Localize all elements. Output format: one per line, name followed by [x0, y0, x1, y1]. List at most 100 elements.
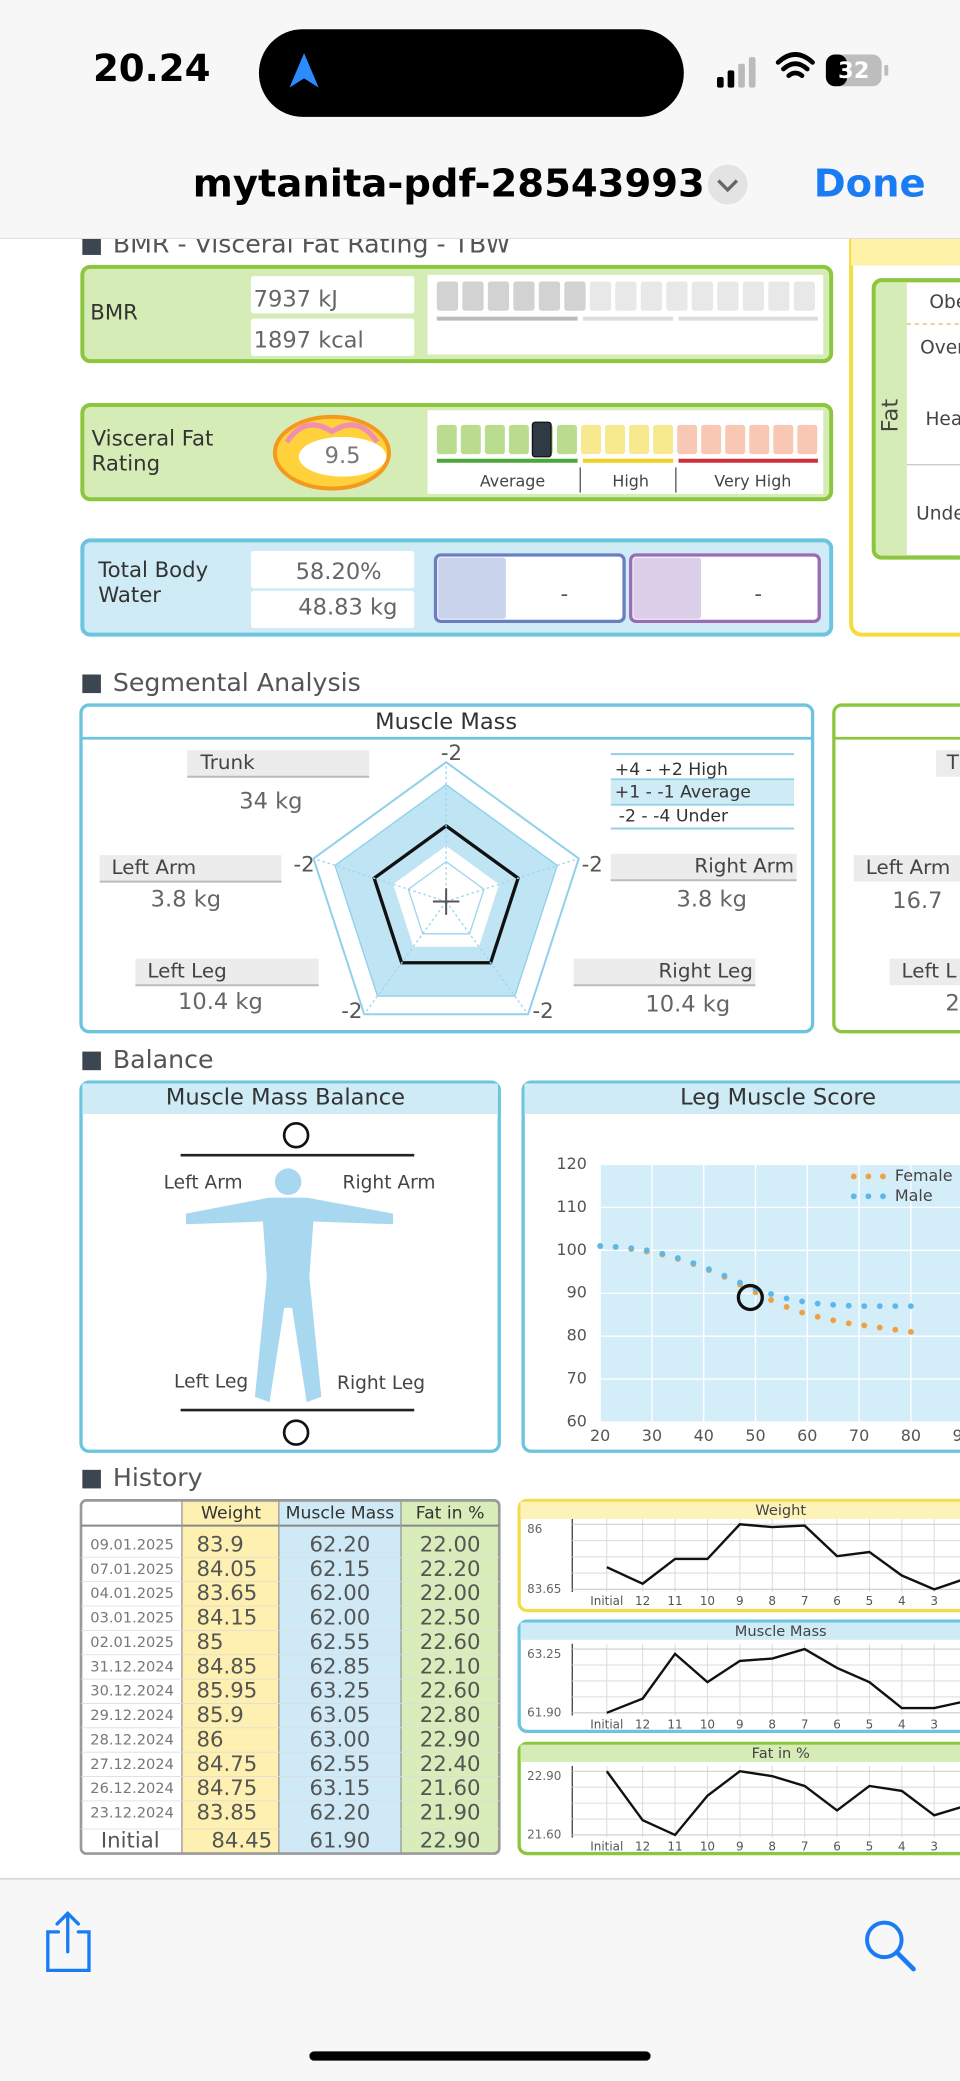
scale-cell [768, 281, 790, 311]
segment-label-bg [853, 855, 960, 882]
visceral-icon-arc [284, 422, 380, 444]
history-line [606, 1523, 960, 1591]
score-dot [643, 1247, 650, 1254]
x-tick-label: 90 [953, 1426, 960, 1445]
x-tick-label: 3 [930, 1839, 938, 1853]
fat-cell: 22.00 [420, 1533, 481, 1558]
figure-head [274, 1168, 302, 1195]
segment-label-bg [889, 958, 960, 986]
home-indicator [309, 2051, 651, 2061]
y-tick-label: 61.90 [527, 1705, 561, 1719]
section-title: Balance [113, 1045, 214, 1074]
segment-value: 3.8 kg [676, 887, 746, 913]
row-date: 07.01.2025 [90, 1561, 174, 1578]
limb-label: Left Arm [164, 1173, 243, 1194]
score-dot [892, 1303, 899, 1310]
muscle-cell: 62.00 [310, 1606, 371, 1631]
score-dot [845, 1320, 852, 1327]
score-dot [814, 1300, 821, 1307]
chart-title: Muscle Mass [735, 1623, 827, 1640]
scale-cell [629, 424, 650, 455]
x-tick-label: 10 [700, 1594, 715, 1608]
muscle-cell: 62.55 [310, 1630, 371, 1655]
score-dot [907, 1303, 914, 1310]
weight-cell: 84.85 [197, 1654, 258, 1679]
muscle-cell: 62.20 [310, 1533, 371, 1558]
weight-cell: 83.65 [197, 1581, 258, 1606]
x-tick-label: Initial [590, 1717, 623, 1731]
fat-cell: 22.20 [420, 1557, 481, 1582]
score-dot [876, 1324, 883, 1331]
share-button[interactable] [46, 1910, 91, 1973]
label: Water [98, 583, 161, 608]
x-tick-label: 8 [768, 1717, 776, 1731]
y-tick-label: 90 [567, 1283, 587, 1302]
x-tick-label: 3 [930, 1717, 938, 1731]
scale-cell [487, 281, 510, 311]
x-tick-label: 5 [866, 1594, 874, 1608]
legend-text: +1 - -1 Average [615, 783, 751, 803]
tracking-fill [633, 557, 702, 619]
x-tick-label: 4 [898, 1594, 906, 1608]
label: Over [920, 337, 960, 358]
score-dot [861, 1303, 868, 1310]
y-tick-label: 120 [556, 1154, 586, 1173]
score-dot [768, 1297, 774, 1304]
scale-cell [742, 281, 765, 311]
x-tick-label: 80 [901, 1426, 921, 1445]
x-tick-label: 30 [642, 1426, 662, 1445]
radar-spoke [445, 857, 579, 903]
fat-cell: 22.00 [420, 1581, 481, 1606]
scale-cell [640, 281, 663, 311]
label: BMR [90, 300, 138, 325]
figure-body [185, 1197, 394, 1403]
section-marker [82, 238, 101, 255]
legend-dot [865, 1173, 872, 1180]
scale-cell [484, 424, 505, 455]
scale-label: Very High [714, 471, 791, 490]
label: 7937 kJ [254, 287, 338, 313]
signal-bar [748, 57, 756, 88]
search-button[interactable] [865, 1920, 916, 1972]
muscle-cell: 62.20 [310, 1801, 371, 1826]
title-bar [524, 1083, 960, 1114]
row-date: 23.12.2024 [90, 1805, 174, 1822]
row-date: 28.12.2024 [90, 1731, 174, 1748]
scale-cell [677, 424, 698, 455]
time: 20.24 [93, 46, 211, 90]
fat-cell: 22.90 [420, 1727, 481, 1752]
col-muscle [278, 1500, 401, 1854]
score-dot [830, 1317, 837, 1324]
scale-cell [513, 281, 535, 311]
fat-cell: 22.60 [420, 1679, 481, 1704]
scale-cell [749, 424, 770, 455]
muscle-cell: 62.00 [310, 1581, 371, 1606]
x-tick-label: 20 [590, 1426, 610, 1445]
panel-title: Muscle Mass [375, 709, 517, 735]
label: - [754, 582, 762, 607]
x-tick-label: 5 [866, 1717, 874, 1731]
title-menu[interactable] [707, 164, 748, 205]
panel-title: Leg Muscle Score [680, 1085, 876, 1111]
title-bar [82, 1083, 498, 1114]
done-button[interactable]: Done [814, 161, 926, 206]
score-dot [783, 1295, 790, 1302]
col-weight [181, 1500, 279, 1854]
value-box [250, 318, 415, 356]
label: Visceral Fat [92, 426, 214, 451]
fat-cell: 21.90 [420, 1801, 481, 1826]
section-marker [82, 1051, 101, 1071]
scale-cell [653, 424, 674, 455]
y-tick-label: 70 [567, 1369, 587, 1388]
row-date: 09.01.2025 [90, 1537, 174, 1554]
legend-text: Female [895, 1166, 953, 1185]
muscle-cell: 63.05 [310, 1703, 371, 1728]
label: 16.7 [892, 888, 942, 914]
scale-cell [589, 281, 612, 311]
fat-cell: 21.60 [420, 1776, 481, 1801]
wifi-icon [775, 52, 815, 79]
visceral-marker [531, 421, 552, 458]
radar-axis-label: -2 [441, 741, 462, 766]
score-dot [768, 1291, 774, 1298]
